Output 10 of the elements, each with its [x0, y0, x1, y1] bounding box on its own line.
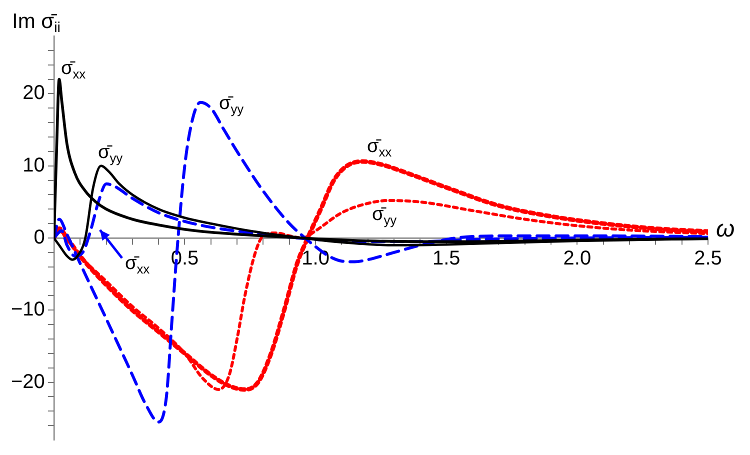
y-tick-label: −20 — [10, 370, 45, 393]
y-tick-label: −10 — [10, 298, 45, 321]
x-tick-label: 1.0 — [302, 248, 330, 270]
x-axis-title: ω — [716, 216, 735, 243]
y-tick-label: 20 — [22, 82, 45, 104]
y-tick-label: 10 — [22, 154, 45, 176]
x-tick-label: 2.5 — [694, 248, 722, 270]
x-tick-label: 1.5 — [432, 248, 460, 270]
y-tick-label: 0 — [34, 226, 45, 249]
x-tick-label: 2.0 — [563, 248, 592, 270]
